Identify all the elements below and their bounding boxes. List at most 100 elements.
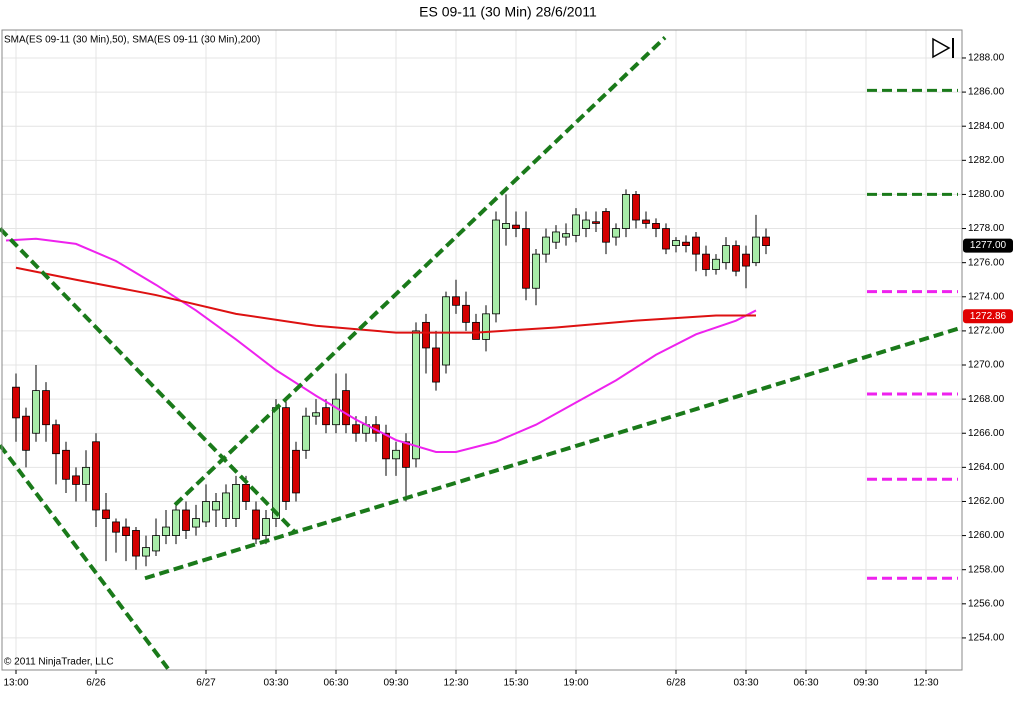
y-tick-label: 1286.00	[968, 87, 1005, 98]
y-tick-label: 1264.00	[968, 462, 1005, 473]
x-tick-label: 6/26	[86, 678, 106, 689]
candle-body	[92, 441, 100, 511]
y-tick-label: 1280.00	[968, 189, 1005, 200]
candle-body	[712, 258, 720, 270]
y-tick-label: 1270.00	[968, 360, 1005, 371]
legend: SMA(ES 09-11 (30 Min),50), SMA(ES 09-11 …	[4, 35, 260, 46]
y-tick-label: 1288.00	[968, 53, 1005, 64]
candle-body	[532, 253, 540, 289]
y-tick-label: 1262.00	[968, 496, 1005, 507]
plot-frame	[1, 29, 963, 671]
grid	[2, 30, 962, 670]
trend-line	[144, 325, 963, 581]
y-tick-label: 1258.00	[968, 564, 1005, 575]
x-tick-label: 12:30	[443, 678, 468, 689]
candle-body	[392, 449, 400, 460]
candle-body	[662, 228, 670, 250]
candle-body	[102, 509, 110, 519]
price-label: 1272.86	[970, 311, 1007, 322]
sma-line	[15, 266, 756, 334]
x-tick-label: 15:30	[503, 678, 528, 689]
candle-body	[202, 501, 210, 523]
candle-body	[562, 233, 570, 238]
icon-triangle	[932, 37, 951, 59]
candle-body	[12, 386, 20, 419]
candle-body	[652, 223, 660, 229]
candle-body	[722, 245, 730, 264]
candle-body	[262, 518, 270, 536]
candle-body	[252, 509, 260, 540]
candle-body	[152, 535, 160, 552]
candle-body	[272, 407, 280, 519]
x-tick-label: 09:30	[853, 678, 878, 689]
candle-body	[762, 236, 770, 247]
candle-body	[42, 390, 50, 426]
y-tick-label: 1282.00	[968, 155, 1005, 166]
candle-body	[32, 390, 40, 434]
x-tick-label: 06:30	[323, 678, 348, 689]
y-tick-label: 1268.00	[968, 394, 1005, 405]
candle-body	[742, 253, 750, 267]
trend-line	[0, 227, 297, 534]
price-label-box	[963, 309, 1013, 324]
candle-body	[132, 530, 140, 557]
candle-body	[672, 240, 680, 247]
x-tick-label: 06:30	[793, 678, 818, 689]
candle-body	[222, 492, 230, 519]
y-tick-label: 1256.00	[968, 598, 1005, 609]
candle-body	[232, 484, 240, 519]
candle-body	[382, 432, 390, 460]
candle-body	[402, 441, 410, 468]
candle-body	[452, 296, 460, 306]
candle-body	[282, 407, 290, 502]
candle-body	[702, 253, 710, 270]
candle-body	[342, 390, 350, 426]
candle-body	[492, 219, 500, 315]
scroll-icon[interactable]	[932, 37, 954, 59]
x-tick-label: 6/27	[196, 678, 216, 689]
candle-body	[212, 501, 220, 511]
candle-body	[312, 412, 320, 417]
candle-body	[422, 321, 430, 349]
candle-body	[22, 415, 30, 451]
candle-body	[472, 321, 480, 340]
candle-body	[82, 466, 90, 485]
candle-body	[622, 194, 630, 229]
y-tick-label: 1274.00	[968, 291, 1005, 302]
candle-body	[482, 313, 490, 340]
candle-body	[162, 526, 170, 536]
candle-body	[462, 304, 470, 323]
candle-body	[682, 241, 690, 247]
trend-line	[173, 36, 667, 507]
candle-body	[62, 449, 70, 480]
candle-body	[352, 424, 360, 434]
candle-body	[302, 415, 310, 451]
candle-body	[292, 449, 300, 494]
candle-body	[592, 221, 600, 224]
candle-body	[732, 245, 740, 272]
price-label-box	[963, 238, 1013, 253]
candle-body	[332, 398, 340, 426]
candle-body	[52, 424, 60, 455]
candle-body	[642, 219, 650, 224]
candle-body	[522, 228, 530, 289]
candle-body	[512, 224, 520, 229]
y-tick-label: 1272.00	[968, 326, 1005, 337]
chart-title: ES 09-11 (30 Min) 28/6/2011	[419, 4, 597, 20]
x-tick-label: 12:30	[913, 678, 938, 689]
candle-body	[612, 228, 620, 238]
candle-body	[172, 509, 180, 536]
axes: 1254.00 1256.00 1258.00 1260.00 1262.00 1264.…	[3, 53, 1013, 689]
x-tick-label: 6/28	[666, 678, 686, 689]
candle-body	[192, 518, 200, 528]
y-tick-label: 1260.00	[968, 530, 1005, 541]
y-tick-label: 1266.00	[968, 428, 1005, 439]
y-tick-label: 1254.00	[968, 633, 1005, 644]
candle-body	[432, 347, 440, 383]
y-tick-label: 1278.00	[968, 223, 1005, 234]
candle-body	[142, 547, 150, 557]
candle-body	[442, 296, 450, 366]
candle-body	[72, 475, 80, 485]
x-tick-label: 19:00	[563, 678, 588, 689]
